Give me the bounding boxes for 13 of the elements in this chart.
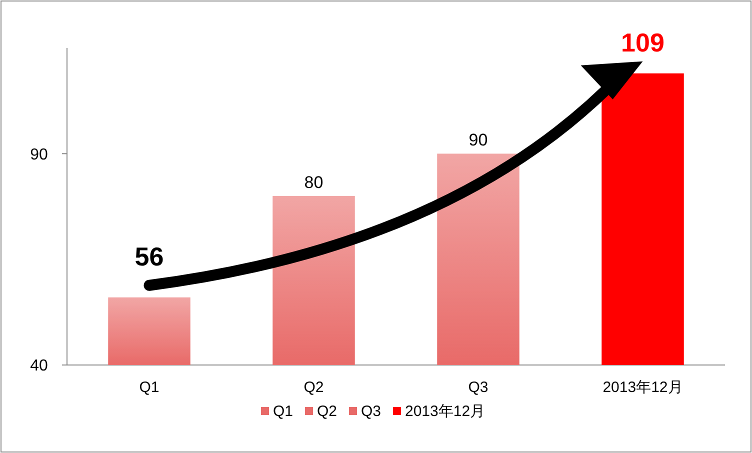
data-label: 109 <box>621 27 664 58</box>
legend-label: 2013年12月 <box>405 403 486 420</box>
y-tick-label: 40 <box>30 358 48 375</box>
legend-label: Q1 <box>273 403 294 420</box>
x-tick-label: 2013年12月 <box>602 379 683 396</box>
x-tick-label: Q3 <box>468 379 488 396</box>
x-tick-label: Q1 <box>139 379 160 396</box>
legend-label: Q3 <box>361 403 382 420</box>
legend-label: Q2 <box>317 403 338 420</box>
data-label: 56 <box>134 241 164 272</box>
data-label: 90 <box>468 130 488 150</box>
data-label: 80 <box>304 172 324 192</box>
x-tick-label: Q2 <box>304 379 324 396</box>
